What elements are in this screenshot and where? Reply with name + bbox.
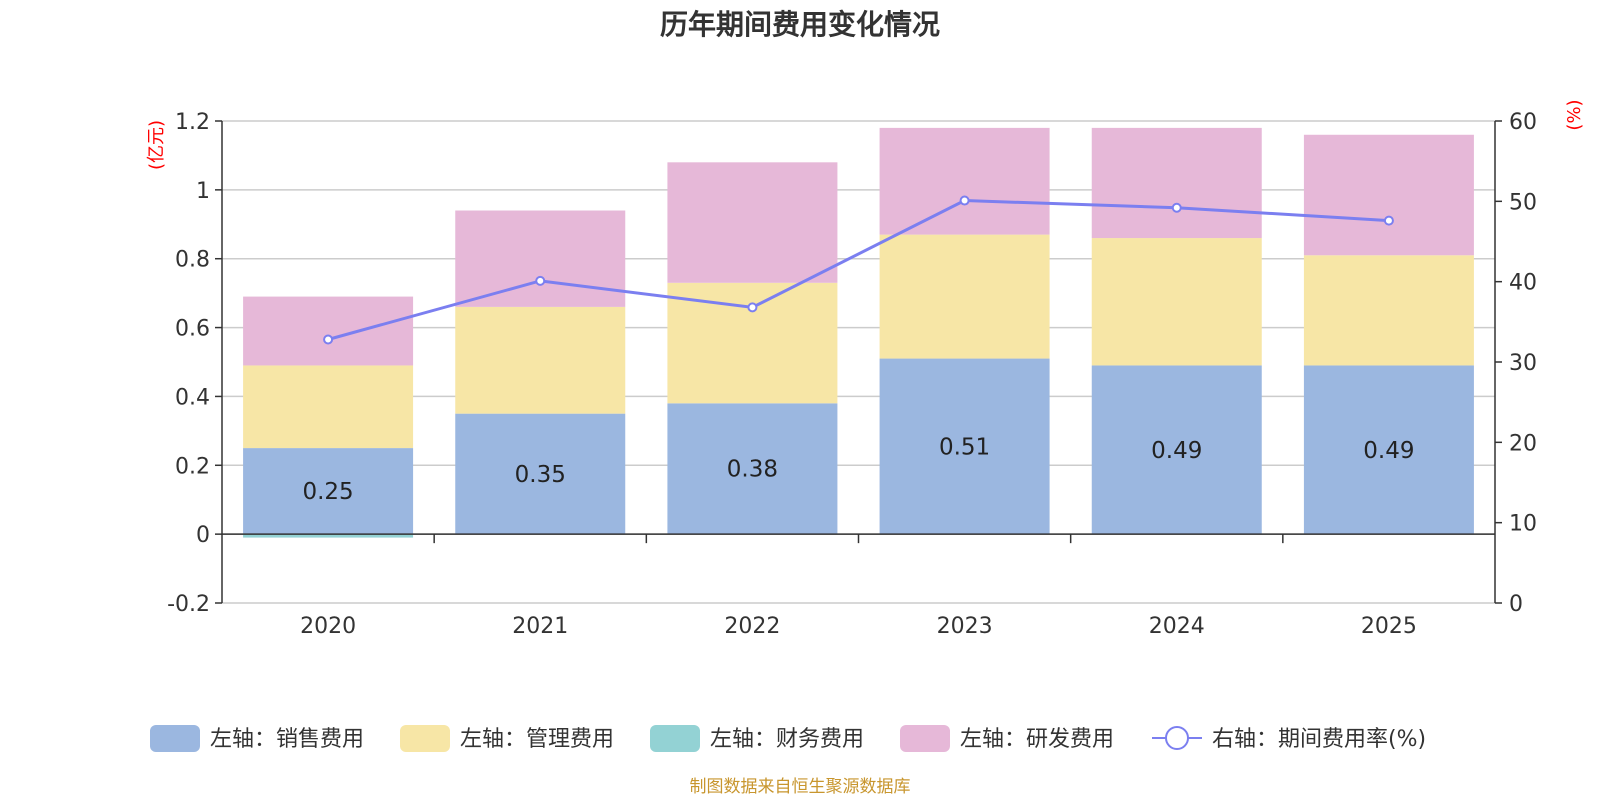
rate-point-2021 — [535, 275, 546, 286]
legend-label-rate: 右轴：期间费用率(%) — [1212, 727, 1426, 752]
bar-rd-2022 — [667, 162, 838, 283]
bar-value-label: 0.38 — [727, 457, 778, 483]
left-axis-unit: (亿元) — [146, 120, 167, 170]
bar-sales-2021 — [455, 413, 626, 535]
bar-value-label: 0.49 — [1363, 438, 1414, 464]
left-tick-label: 1 — [196, 179, 210, 204]
rate-point-2020 — [323, 334, 334, 345]
bar-value-label: 0.25 — [302, 479, 353, 505]
chart-title: 历年期间费用变化情况 — [660, 8, 940, 41]
legend-marker-icon — [1165, 726, 1189, 750]
legend: 左轴：销售费用 左轴：管理费用 左轴：财务费用 左轴：研发费用 右轴：期间费用率(%) — [150, 725, 1426, 752]
legend-swatch-finance — [650, 725, 700, 752]
rate-point-2025 — [1383, 215, 1394, 226]
bar-rd-2021 — [455, 210, 626, 307]
legend-label-mgmt: 左轴：管理费用 — [460, 727, 614, 752]
right-tick-label: 10 — [1509, 512, 1537, 537]
legend-label-rd: 左轴：研发费用 — [960, 727, 1114, 752]
bar-rd-2020 — [243, 296, 414, 366]
bar-sales-2022 — [667, 403, 838, 535]
rate-point-2023 — [959, 195, 970, 206]
bar-sales-2024 — [1091, 365, 1262, 535]
bar-rd-2025 — [1303, 134, 1474, 256]
source-footer: 制图数据来自恒生聚源数据库 — [690, 777, 911, 797]
left-tick-label: 0.6 — [175, 317, 210, 342]
right-tick-label: 60 — [1509, 110, 1537, 135]
bar-value-label: 0.49 — [1151, 438, 1202, 464]
right-tick-label: 40 — [1509, 271, 1537, 296]
rate-line — [323, 195, 1394, 345]
bar-mgmt-2025 — [1303, 255, 1474, 366]
legend-swatch-mgmt — [400, 725, 450, 752]
bar-rd-2024 — [1091, 127, 1262, 239]
rate-polyline — [327, 199, 1390, 341]
bar-labels: 0.25 0.35 0.38 0.51 0.49 0.49 — [302, 434, 1414, 505]
axes: -0.2 0 0.2 0.4 0.6 0.8 1 1.2 0 10 20 30 40 50 60 2020 20… — [167, 110, 1537, 639]
bar-mgmt-2020 — [243, 365, 414, 449]
bar-mgmt-2024 — [1091, 238, 1262, 366]
legend-swatch-sales — [150, 725, 200, 752]
right-tick-label: 20 — [1509, 431, 1537, 456]
rate-point-2024 — [1171, 202, 1182, 213]
legend-label-sales: 左轴：销售费用 — [210, 727, 364, 752]
legend-label-finance: 左轴：财务费用 — [710, 727, 864, 752]
x-tick-label: 2020 — [300, 614, 356, 639]
right-tick-label: 0 — [1509, 592, 1523, 617]
right-tick-label: 50 — [1509, 190, 1537, 215]
x-tick-label: 2023 — [937, 614, 993, 639]
left-tick-label: 0.4 — [175, 385, 210, 410]
left-tick-label: 0.8 — [175, 248, 210, 273]
bar-finance-2020 — [243, 534, 414, 538]
bar-rd-2023 — [879, 127, 1050, 235]
right-tick-label: 30 — [1509, 351, 1537, 376]
bar-value-label: 0.35 — [515, 462, 566, 488]
bar-sales-2025 — [1303, 365, 1474, 535]
left-tick-label: 0.2 — [175, 454, 210, 479]
bar-mgmt-2023 — [879, 234, 1050, 359]
left-tick-label: 1.2 — [175, 110, 210, 135]
left-tick-label: 0 — [196, 523, 210, 548]
bar-sales-2020 — [243, 448, 414, 535]
bar-mgmt-2021 — [455, 306, 626, 414]
bar-value-label: 0.51 — [939, 434, 990, 460]
x-tick-label: 2025 — [1361, 614, 1417, 639]
x-tick-label: 2021 — [512, 614, 568, 639]
bar-sales-2023 — [879, 358, 1050, 535]
x-tick-label: 2022 — [724, 614, 780, 639]
right-axis-unit: (%) — [1564, 99, 1585, 130]
rate-point-2022 — [747, 302, 758, 313]
bars — [243, 127, 1474, 538]
x-tick-label: 2024 — [1149, 614, 1205, 639]
left-tick-label: -0.2 — [167, 592, 210, 617]
legend-swatch-rd — [900, 725, 950, 752]
